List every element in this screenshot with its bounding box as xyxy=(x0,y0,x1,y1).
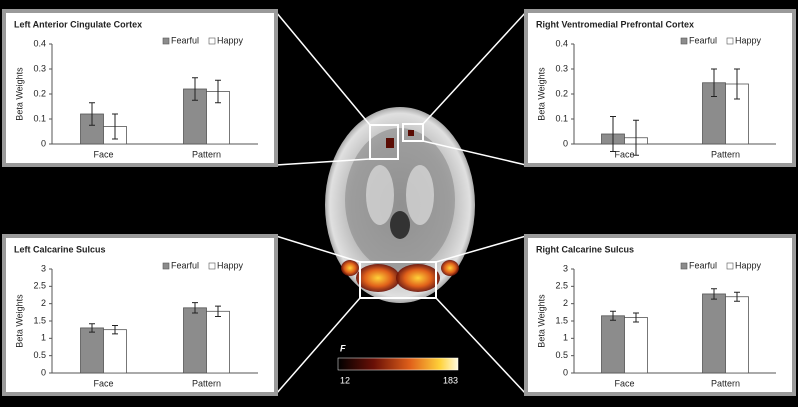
panel-frame xyxy=(2,234,278,396)
x-tick-label: Face xyxy=(614,149,634,159)
error-bar xyxy=(610,116,616,152)
error-bar xyxy=(215,79,221,104)
chart-title: Left Anterior Cingulate Cortex xyxy=(14,19,142,29)
x-tick-label: Pattern xyxy=(711,378,740,388)
x-tick-label: Pattern xyxy=(192,378,221,388)
chart-panel: Left Anterior Cingulate Cortex Beta Weigh… xyxy=(2,9,278,167)
brain-slice xyxy=(325,107,475,303)
bar xyxy=(80,327,104,374)
chart-panel: Left Calcarine Sulcus Beta Weights 0 0.5 1 1.… xyxy=(2,234,278,396)
error-bar xyxy=(192,302,198,314)
error-bar xyxy=(711,288,717,300)
y-axis-label: Beta Weights xyxy=(536,67,546,121)
bar xyxy=(725,296,749,374)
legend-swatch xyxy=(680,262,688,270)
y-tick-label: 0.2 xyxy=(33,88,46,98)
y-tick-label: 0.3 xyxy=(33,63,46,73)
y-tick-label: 1 xyxy=(563,333,568,343)
error-bar xyxy=(215,305,221,317)
y-tick-label: 0.5 xyxy=(33,350,46,360)
y-tick-label: 0 xyxy=(41,367,46,377)
bar xyxy=(702,293,726,374)
legend-swatch xyxy=(208,37,216,45)
legend-swatch xyxy=(726,37,734,45)
y-tick-label: 3 xyxy=(563,263,568,273)
y-tick-label: 0.4 xyxy=(555,38,568,48)
panel-frame xyxy=(524,9,796,167)
x-tick-label: Pattern xyxy=(711,149,740,159)
error-bar xyxy=(112,325,118,335)
y-tick-label: 0.1 xyxy=(555,113,568,123)
panel-frame xyxy=(2,9,278,167)
y-axis-label: Beta Weights xyxy=(14,67,24,121)
error-bar xyxy=(112,113,118,140)
x-tick-label: Pattern xyxy=(192,149,221,159)
bar xyxy=(624,317,648,374)
error-bar xyxy=(633,119,639,156)
legend-swatch xyxy=(208,262,216,270)
x-tick-label: Face xyxy=(614,378,634,388)
panel-frame xyxy=(524,234,796,396)
y-tick-label: 0.3 xyxy=(555,63,568,73)
legend-label: Fearful xyxy=(171,35,199,45)
colorbar-label: F xyxy=(340,343,346,353)
y-tick-label: 2 xyxy=(41,298,46,308)
connector-lines xyxy=(275,11,527,395)
x-tick-label: Face xyxy=(93,149,113,159)
y-tick-label: 0 xyxy=(41,138,46,148)
y-tick-label: 0.5 xyxy=(555,350,568,360)
error-bar xyxy=(192,77,198,101)
y-tick-label: 2.5 xyxy=(555,281,568,291)
colorbar-max: 183 xyxy=(443,375,458,385)
y-tick-label: 2 xyxy=(563,298,568,308)
legend-swatch xyxy=(162,262,170,270)
legend-swatch xyxy=(162,37,170,45)
colorbar xyxy=(337,357,459,371)
chart-panel: Right Ventromedial Prefrontal Cortex Beta… xyxy=(524,9,796,167)
bar xyxy=(183,307,207,374)
error-bar xyxy=(734,68,740,100)
legend-swatch xyxy=(726,262,734,270)
y-axis-label: Beta Weights xyxy=(14,294,24,348)
colorbar-min: 12 xyxy=(340,375,350,385)
bar xyxy=(206,310,230,374)
error-bar xyxy=(89,102,95,126)
chart-title: Right Calcarine Sulcus xyxy=(536,244,634,254)
legend-label: Happy xyxy=(735,35,762,45)
x-tick-label: Face xyxy=(93,378,113,388)
error-bar xyxy=(633,312,639,323)
legend-label: Happy xyxy=(735,260,762,270)
legend-label: Fearful xyxy=(689,260,717,270)
legend-swatch xyxy=(680,37,688,45)
y-tick-label: 0 xyxy=(563,367,568,377)
bar xyxy=(601,315,625,374)
error-bar xyxy=(734,291,740,302)
y-tick-label: 0 xyxy=(563,138,568,148)
y-tick-label: 1.5 xyxy=(33,315,46,325)
bar xyxy=(103,329,127,374)
chart-panel: Right Calcarine Sulcus Beta Weights 0 0.5 1 1… xyxy=(524,234,796,396)
legend-label: Fearful xyxy=(171,260,199,270)
legend-label: Happy xyxy=(217,35,244,45)
y-tick-label: 2.5 xyxy=(33,281,46,291)
error-bar xyxy=(610,310,616,321)
y-tick-label: 0.4 xyxy=(33,38,46,48)
chart-title: Right Ventromedial Prefrontal Cortex xyxy=(536,19,694,29)
y-tick-label: 0.2 xyxy=(555,88,568,98)
y-axis-label: Beta Weights xyxy=(536,294,546,348)
y-tick-label: 1 xyxy=(41,333,46,343)
chart-title: Left Calcarine Sulcus xyxy=(14,244,106,254)
y-tick-label: 3 xyxy=(41,263,46,273)
error-bar xyxy=(89,323,95,333)
y-tick-label: 1.5 xyxy=(555,315,568,325)
y-tick-label: 0.1 xyxy=(33,113,46,123)
legend-label: Fearful xyxy=(689,35,717,45)
legend-label: Happy xyxy=(217,260,244,270)
error-bar xyxy=(711,68,717,97)
